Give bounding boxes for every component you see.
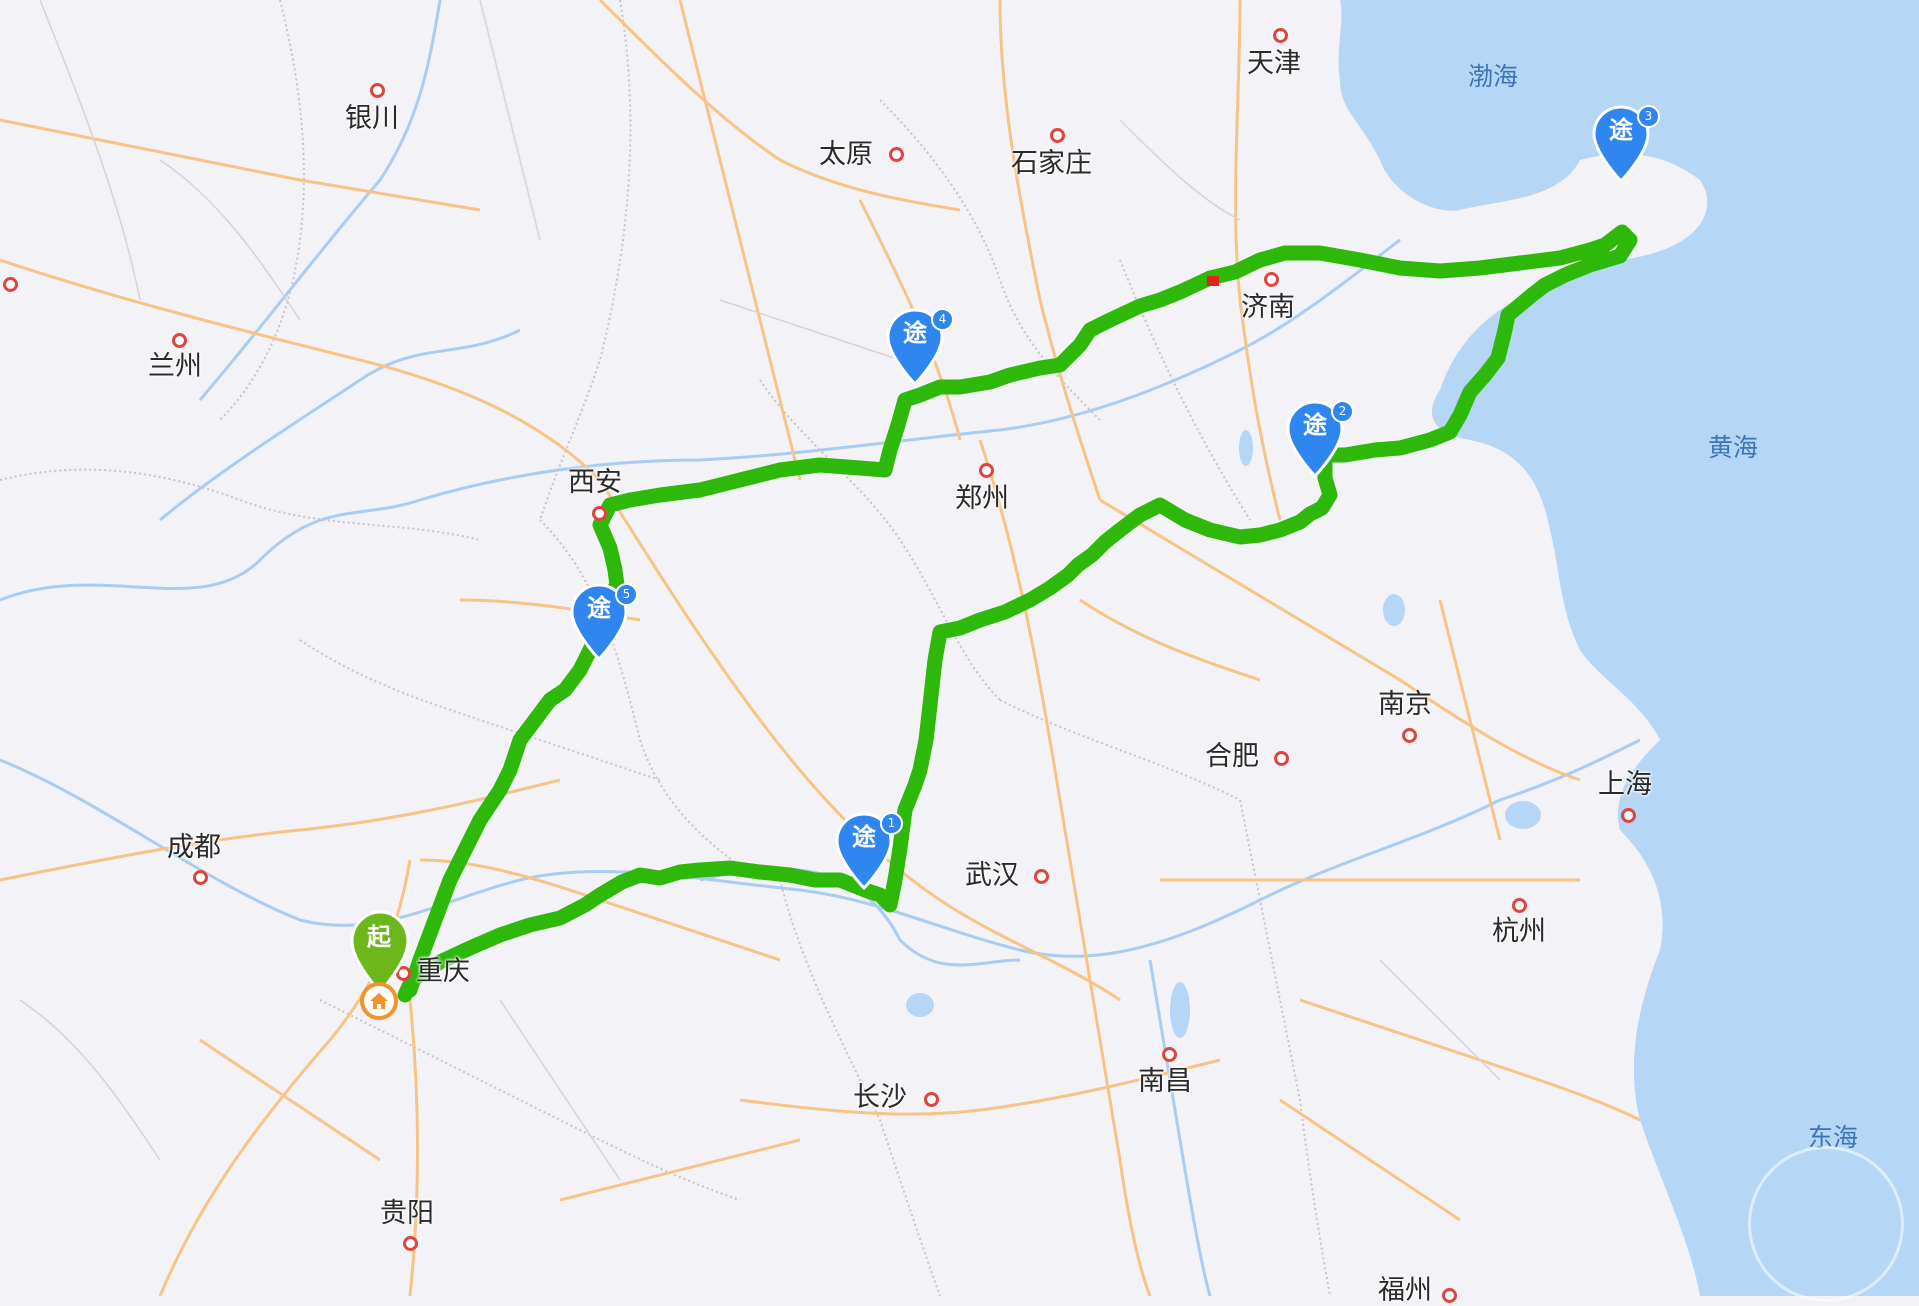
city-dot-hefei: [1274, 751, 1289, 766]
sea-label-bohai: 渤海: [1468, 62, 1519, 91]
city-dot-taiyuan: [889, 147, 904, 162]
roads: [0, 0, 1641, 1296]
city-label-tianjin: 天津: [1247, 48, 1301, 79]
sea-label-donghai: 东海: [1808, 1123, 1859, 1152]
city-label-guiyang: 贵阳: [380, 1198, 434, 1229]
minor-roads: [19, 0, 1501, 1181]
city-label-nanjing: 南京: [1378, 689, 1432, 720]
city-dot-west: [3, 277, 18, 292]
city-label-changsha: 长沙: [853, 1082, 907, 1113]
sea-area: [1338, 0, 1919, 1296]
waypoint-marker-1[interactable]: 途 1: [835, 812, 903, 890]
waypoint-label: 途: [1609, 116, 1633, 144]
city-dot-jinan: [1264, 272, 1279, 287]
map-pin-icon: [1592, 105, 1650, 183]
city-label-nanchang: 南昌: [1138, 1066, 1192, 1097]
city-dot-nanjing: [1402, 728, 1417, 743]
waypoint-number-badge: 2: [1331, 400, 1354, 423]
city-label-xian: 西安: [568, 467, 622, 498]
city-dot-tianjin: [1273, 28, 1288, 43]
map-pin-icon: [350, 910, 410, 994]
lake-dongting: [906, 993, 934, 1017]
watermark-logo: [1748, 1146, 1904, 1302]
map-pin-icon: [570, 583, 628, 661]
city-dot-nanchang: [1162, 1047, 1177, 1062]
city-label-hefei: 合肥: [1205, 741, 1259, 772]
city-dot-shanghai: [1621, 808, 1636, 823]
map-pin-icon: [1286, 400, 1344, 478]
city-dot-lanzhou: [172, 333, 187, 348]
route-path-return: [402, 592, 614, 998]
waypoint-label: 途: [852, 823, 876, 851]
city-label-taiyuan: 太原: [819, 139, 873, 170]
home-icon[interactable]: [360, 982, 398, 1020]
city-label-lanzhou: 兰州: [148, 351, 202, 382]
city-label-yinchuan: 银川: [345, 103, 399, 134]
waypoint-label: 途: [587, 594, 611, 622]
map-pin-icon: [835, 812, 893, 890]
rivers: [0, 0, 1641, 1296]
lake-poyang: [1170, 982, 1190, 1038]
city-dot-chongqing: [396, 966, 411, 981]
waypoint-number-badge: 5: [615, 583, 638, 606]
waypoint-marker-5[interactable]: 途 5: [570, 583, 638, 661]
route-path: [397, 224, 1638, 1003]
lake-weishan: [1239, 430, 1253, 466]
city-label-chongqing: 重庆: [416, 956, 470, 987]
lake-hongze: [1383, 594, 1405, 626]
lake-taihu: [1505, 801, 1541, 829]
waypoint-marker-4[interactable]: 途 4: [886, 308, 954, 386]
waypoint-marker-3[interactable]: 途 3: [1592, 105, 1660, 183]
city-label-shijiazhuang: 石家庄: [1011, 148, 1092, 179]
waypoint-label: 途: [1303, 411, 1327, 439]
sea-label-huanghai: 黄海: [1708, 433, 1759, 462]
start-marker[interactable]: 起: [350, 910, 412, 994]
city-dot-shijiazhuang: [1050, 128, 1065, 143]
city-dot-hangzhou: [1512, 898, 1527, 913]
city-dot-zhengzhou: [979, 463, 994, 478]
city-dot-yinchuan: [370, 83, 385, 98]
city-label-zhengzhou: 郑州: [955, 483, 1009, 514]
city-label-jinan: 济南: [1241, 292, 1295, 323]
city-dot-chengdu: [193, 870, 208, 885]
city-label-hangzhou: 杭州: [1492, 916, 1546, 947]
city-dot-wuhan: [1034, 869, 1049, 884]
waypoint-number-badge: 4: [931, 308, 954, 331]
waypoint-marker-2[interactable]: 途 2: [1286, 400, 1354, 478]
city-label-chengdu: 成都: [167, 832, 221, 863]
city-label-shanghai: 上海: [1598, 769, 1652, 800]
map-pin-icon: [886, 308, 944, 386]
province-borders: [0, 0, 1331, 1296]
city-label-fuzhou: 福州: [1378, 1275, 1432, 1306]
city-dot-guiyang: [403, 1236, 418, 1251]
waypoint-number-badge: 1: [880, 812, 903, 835]
waypoint-label: 途: [903, 319, 927, 347]
city-label-wuhan: 武汉: [965, 860, 1019, 891]
city-dot-changsha: [924, 1092, 939, 1107]
city-dot-xian: [592, 506, 607, 521]
waypoint-number-badge: 3: [1637, 105, 1660, 128]
house-icon: [370, 993, 388, 1009]
traffic-congestion-mark: [1207, 276, 1219, 286]
start-label: 起: [367, 923, 391, 951]
